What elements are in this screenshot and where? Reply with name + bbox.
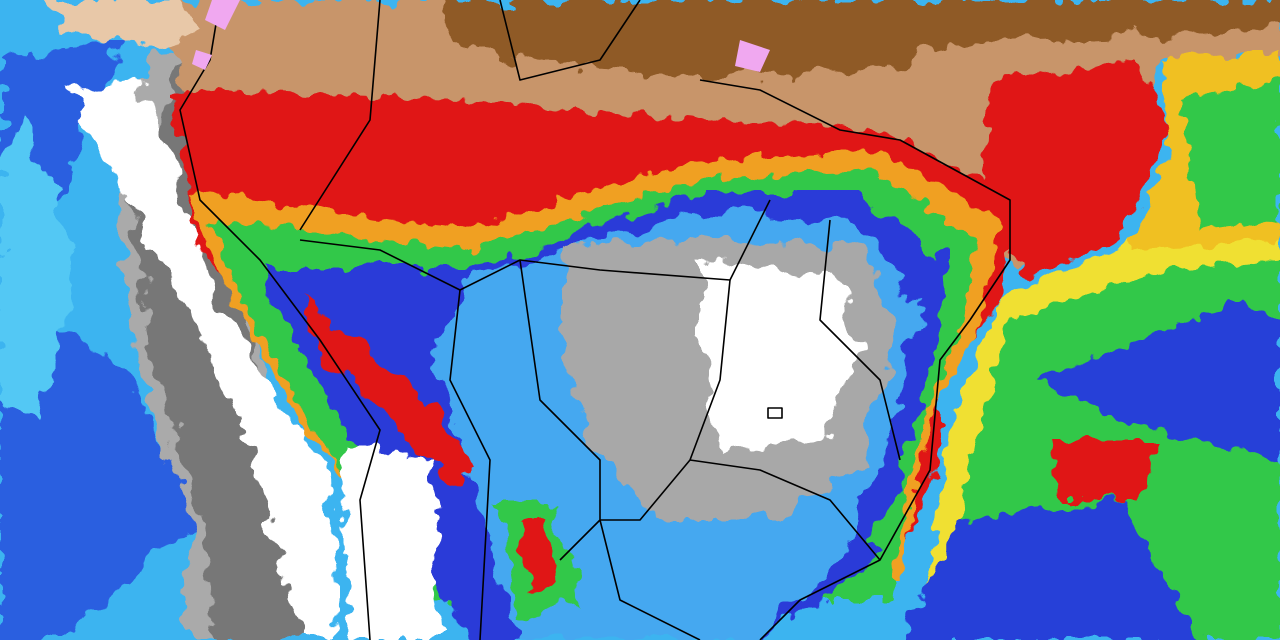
interior — [260, 190, 950, 640]
white — [700, 260, 860, 450]
coastline — [699, 79, 1011, 640]
border — [599, 519, 701, 640]
white — [340, 440, 440, 640]
pink-spots — [192, 0, 770, 72]
spot — [735, 40, 770, 72]
blue — [900, 500, 1200, 640]
border — [499, 0, 641, 81]
borders — [179, 0, 1011, 640]
brown-dark — [440, 0, 1280, 80]
border — [299, 0, 381, 231]
pacific-bands — [0, 40, 340, 640]
blue — [1040, 300, 1280, 460]
coastal-dry — [70, 80, 340, 640]
spot — [205, 0, 240, 30]
spot — [192, 50, 212, 70]
band — [0, 120, 80, 420]
border — [689, 459, 881, 561]
border — [767, 407, 783, 419]
border — [519, 259, 601, 561]
red — [1050, 440, 1160, 500]
red — [300, 300, 480, 490]
band — [0, 300, 200, 640]
coastline — [179, 0, 381, 640]
red — [515, 520, 560, 590]
border — [449, 289, 491, 640]
green — [1180, 80, 1280, 230]
brown-pale — [40, 0, 200, 50]
red — [980, 60, 1170, 280]
border — [819, 219, 901, 461]
